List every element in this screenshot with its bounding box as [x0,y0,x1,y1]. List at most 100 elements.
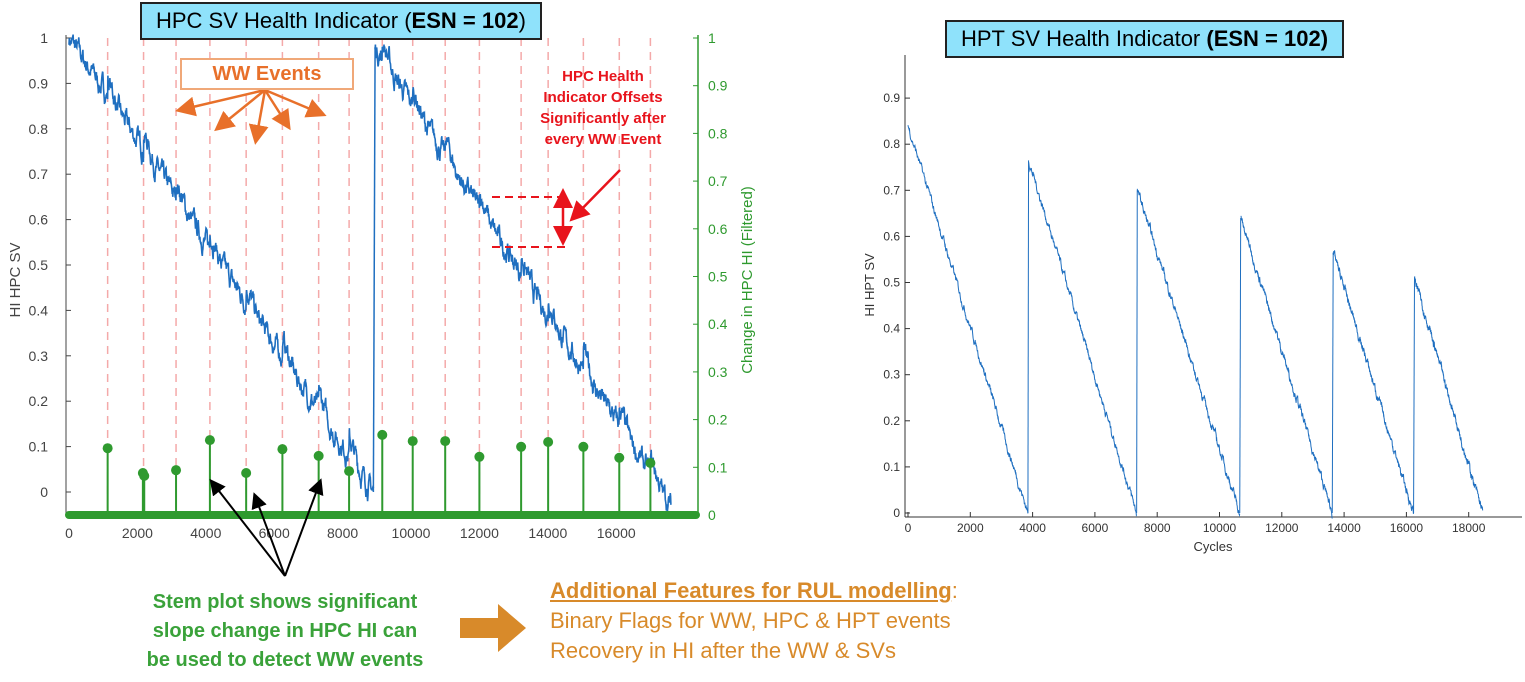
hi-hpt-line [907,125,1029,514]
stem-marker [377,429,388,440]
hpt-y-tick-label: 0.4 [883,322,900,336]
ww-events-label: WW Events [180,58,354,90]
note-line: Stem plot shows significant [152,591,418,613]
hi-hpt-reset-line [1136,190,1138,514]
stem-marker [407,436,418,447]
y-tick-label: 0.2 [29,393,49,409]
stem-marker [543,437,554,448]
hpt-x-tick-label: 10000 [1203,521,1237,535]
hi-hpc-line [374,44,672,513]
y2-tick-label: 1 [708,30,716,46]
hpt-y-tick-label: 0.6 [883,229,900,243]
hpt-x-axis-label: Cycles [1193,539,1233,554]
stem-marker [578,441,589,452]
stem-arrow [209,478,286,577]
features-heading: Additional Features for RUL modelling [550,578,952,603]
stem-marker [440,436,451,447]
hpt-y-tick-label: 0.5 [883,276,900,290]
hi-hpt-reset-line [1027,160,1030,514]
hi-hpt-line [1028,161,1137,517]
right-arrow-icon [460,604,526,652]
y-tick-label: 0.7 [29,166,49,182]
y-tick-label: 0.9 [29,75,49,91]
hpt-x-tick-label: 4000 [1019,521,1046,535]
hpt-x-tick-label: 8000 [1144,521,1171,535]
hi-hpc-reset-line [372,47,376,493]
y2-tick-label: 0.8 [708,125,728,141]
note-line: be used to detect WW events [146,649,424,671]
x-tick-label: 0 [65,525,73,541]
y-tick-label: 0.5 [29,257,49,273]
stem-marker [645,458,656,469]
stem-arrow [251,492,286,577]
ww-event-arrow [263,89,291,131]
y-tick-label: 0.4 [29,302,49,318]
note-line: HPC Health [562,68,644,85]
hpt-chart-title: HPT SV Health Indicator (ESN = 102) [945,20,1345,58]
note-line: slope change in HPC HI can [152,620,418,642]
offset-note-arrow [569,169,621,222]
hi-hpt-line [1240,215,1333,519]
offset-note: HPC Health Indicator Offsets Significant… [528,66,678,150]
hpt-x-tick-label: 16000 [1390,521,1424,535]
y2-tick-label: 0.5 [708,269,728,285]
stem-marker [102,443,113,454]
stem-marker [241,468,252,479]
x-tick-label: 6000 [259,525,290,541]
y-tick-label: 0.3 [29,348,49,364]
stem-marker [516,441,527,452]
x-tick-label: 14000 [528,525,567,541]
y-tick-label: 0 [40,484,48,500]
y2-axis-label: Change in HPC HI (Filtered) [739,186,756,374]
y-tick-label: 0.8 [29,121,49,137]
hpt-x-tick-label: 12000 [1265,521,1299,535]
y2-tick-label: 0.4 [708,316,728,332]
y2-tick-label: 0.3 [708,364,728,380]
y-tick-label: 1 [40,30,48,46]
hi-hpt-reset-line [1239,217,1242,514]
ww-event-arrow [175,88,266,117]
hpt-y-tick-label: 0.9 [883,91,900,105]
hpt-y-tick-label: 0.7 [883,183,900,197]
ww-event-arrow [264,88,327,118]
stem-marker [313,450,324,461]
x-tick-label: 4000 [190,525,221,541]
note-line: Significantly after [540,110,666,127]
hpt-y-tick-label: 0.2 [883,414,900,428]
y2-tick-label: 0.9 [708,78,728,94]
hi-hpt-line [1332,250,1415,514]
stem-marker [139,470,150,481]
stem-arrow [284,478,324,577]
stem-marker [171,465,182,476]
hpt-y-tick-label: 0.8 [883,137,900,151]
hpt-y-axis-label: HI HPT SV [862,253,877,317]
hpc-chart-title: HPC SV Health Indicator (ESN = 102) [140,2,542,40]
stem-marker [614,452,625,463]
hi-hpt-reset-line [1331,252,1334,514]
y-tick-label: 0.6 [29,212,49,228]
hi-hpt-line [1136,188,1241,518]
hpt-x-tick-label: 6000 [1082,521,1109,535]
hi-hpt-line [1414,276,1484,511]
stem-marker [344,466,355,477]
ww-event-arrow [214,89,266,132]
hpt-y-tick-label: 0.1 [883,460,900,474]
hi-hpt-reset-line [1413,277,1415,514]
y2-tick-label: 0.2 [708,412,728,428]
hpt-y-tick-label: 0.3 [883,368,900,382]
hi-hpc-line [68,34,375,502]
ww-event-arrow [248,89,269,145]
hpt-x-tick-label: 2000 [957,521,984,535]
y2-tick-label: 0 [708,507,716,523]
note-line: Indicator Offsets [543,89,663,106]
y-axis-label: HI HPC SV [7,242,24,317]
y2-tick-label: 0.6 [708,221,728,237]
y2-tick-label: 0.1 [708,459,728,475]
stem-note: Stem plot shows significant slope change… [110,588,460,675]
x-tick-label: 2000 [122,525,153,541]
x-tick-label: 12000 [460,525,499,541]
stem-marker [474,451,485,462]
stem-marker [204,435,215,446]
